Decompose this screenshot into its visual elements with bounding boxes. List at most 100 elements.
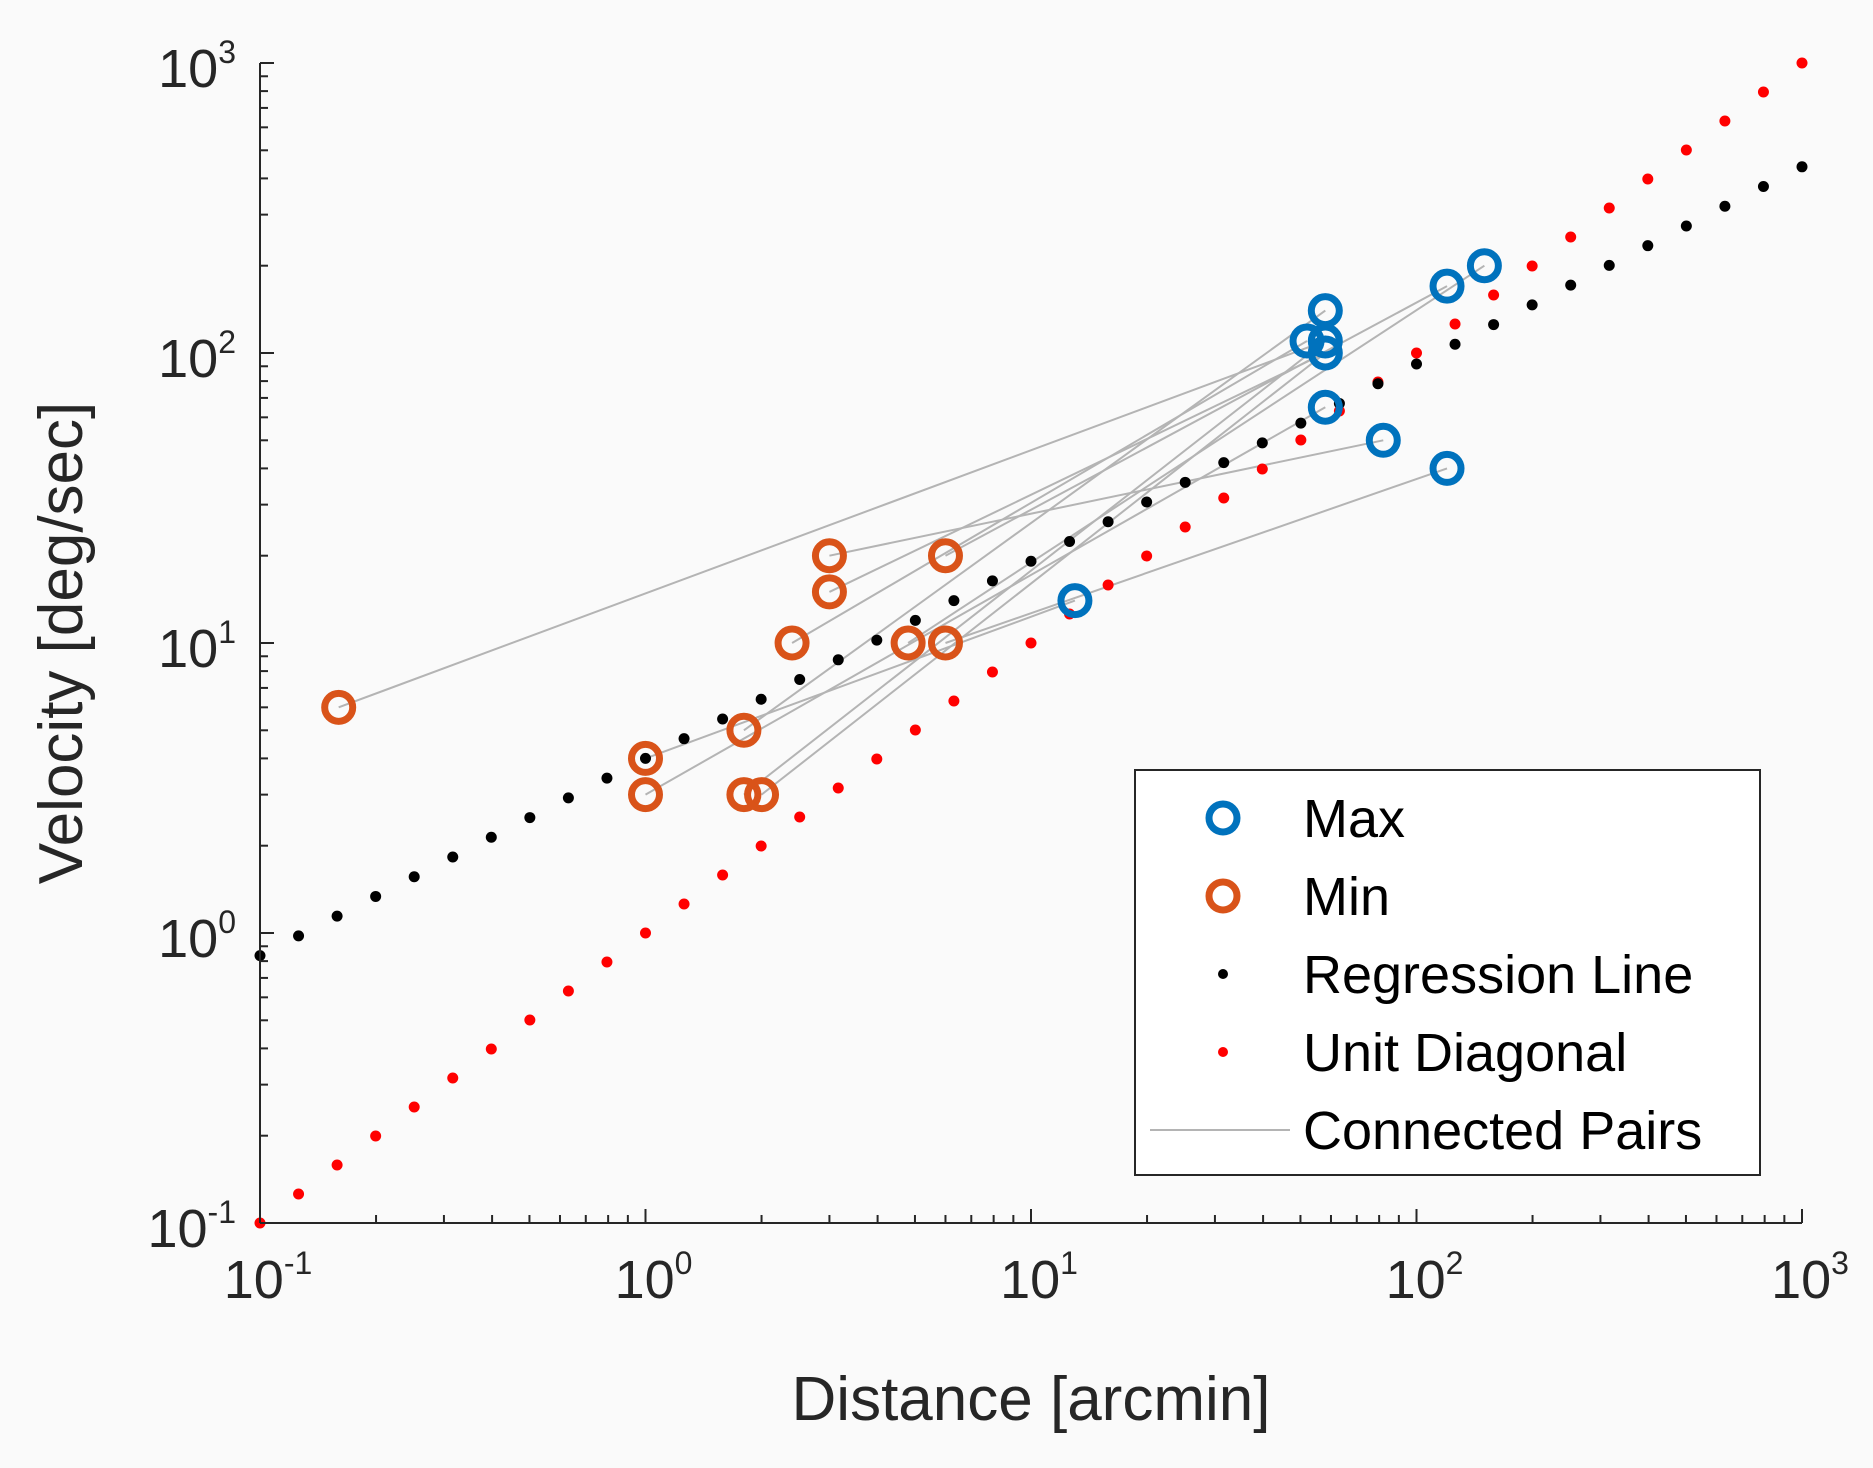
regression-dot <box>1025 555 1037 567</box>
min-point <box>811 538 847 574</box>
regression-dot <box>640 752 651 764</box>
min-point <box>726 712 762 748</box>
unit-diagonal-dot <box>1796 57 1808 69</box>
regression-dot <box>370 890 382 902</box>
legend-min-marker <box>1205 878 1241 914</box>
regression-dot <box>1757 181 1769 193</box>
x-tick-label: 100 <box>615 1245 693 1310</box>
regression-dot <box>1565 279 1577 291</box>
unit-diagonal-dot <box>447 1072 459 1084</box>
unit-diagonal-dot <box>1449 318 1461 330</box>
min-point <box>726 777 762 813</box>
min-point <box>811 574 847 610</box>
min-point <box>744 777 780 813</box>
min-point <box>321 689 357 725</box>
connected-pair-line <box>791 340 1308 644</box>
x-tick-label: 101 <box>1000 1245 1078 1310</box>
min-point <box>927 625 963 661</box>
regression-dot <box>408 871 420 883</box>
unit-diagonal-dot <box>794 811 806 823</box>
connected-pair-line <box>828 352 1326 593</box>
unit-diagonal-dot <box>871 753 883 765</box>
regression-dot <box>601 772 613 784</box>
y-tick-label: 100 <box>158 904 236 969</box>
legend-max-label: Max <box>1303 789 1405 849</box>
regression-dot <box>485 831 497 843</box>
regression-dot <box>871 634 883 646</box>
x-tick-label: 102 <box>1386 1245 1464 1310</box>
unit-diagonal-dot <box>601 956 613 968</box>
regression-dot <box>832 654 844 666</box>
regression-dot <box>1218 457 1230 469</box>
unit-diagonal-dot <box>485 1043 497 1055</box>
regression-dot <box>1179 476 1191 488</box>
legend-regression-label: Regression Line <box>1303 945 1693 1005</box>
regression-dot <box>1719 200 1731 212</box>
unit-diagonal-dot <box>1025 637 1037 649</box>
unit-diagonal-dot <box>1488 289 1500 301</box>
y-tick-label: 101 <box>158 614 236 679</box>
x-tick-label: 103 <box>1771 1245 1849 1310</box>
regression-dot <box>986 575 998 587</box>
regression-dot <box>331 910 343 922</box>
regression-dot <box>447 851 459 863</box>
unit-diagonal-dot <box>1141 550 1153 562</box>
regression-dot <box>717 713 729 725</box>
max-point <box>1307 389 1343 425</box>
connected-pair-line <box>907 264 1485 644</box>
legend-unit-diagonal-label: Unit Diagonal <box>1303 1023 1627 1083</box>
unit-diagonal-dot <box>1757 86 1769 98</box>
min-point <box>890 625 926 661</box>
connected-pair-line <box>338 340 1326 709</box>
min-points-layer <box>321 538 963 813</box>
unit-diagonal-dot <box>1642 173 1654 185</box>
legend-unit-diagonal-marker <box>1218 1047 1228 1057</box>
unit-diagonal-dot <box>948 695 960 707</box>
max-points-layer <box>1057 248 1502 619</box>
regression-dot <box>755 693 767 705</box>
unit-diagonal-dot <box>909 724 921 736</box>
regression-dot <box>1603 259 1615 271</box>
unit-diagonal-dot <box>1680 144 1692 156</box>
max-point <box>1466 248 1502 284</box>
regression-dot <box>948 595 960 607</box>
unit-diagonal-dot <box>1218 492 1230 504</box>
max-point <box>1057 583 1093 619</box>
regression-dot <box>1411 358 1422 370</box>
unit-diagonal-dot <box>1256 463 1268 475</box>
unit-diagonal-dot <box>1295 434 1307 446</box>
unit-diagonal-dot <box>293 1188 305 1200</box>
regression-dot <box>1102 516 1114 528</box>
regression-dot <box>678 733 690 745</box>
x-axis-title: Distance [arcmin] <box>792 1365 1271 1434</box>
legend-box <box>1134 769 1761 1176</box>
connected-pair-line <box>645 599 1076 760</box>
unit-diagonal-dot <box>678 898 690 910</box>
unit-diagonal-dot <box>331 1159 343 1171</box>
max-point <box>1429 450 1465 486</box>
unit-diagonal-dot <box>1179 521 1191 533</box>
y-ticks: 10-1 100 101 102 103 <box>147 34 274 1259</box>
unit-diagonal-dot <box>1411 347 1422 359</box>
connected-pair-line <box>945 467 1448 644</box>
connected-pair-line <box>945 285 1448 557</box>
max-point <box>1307 335 1343 371</box>
max-point <box>1429 268 1465 304</box>
max-point <box>1365 422 1401 458</box>
regression-dot <box>1295 417 1307 429</box>
unit-diagonal-dot <box>524 1014 536 1026</box>
y-tick-label: 102 <box>158 324 236 389</box>
y-axis-title: Velocity [deg/sec] <box>27 402 96 885</box>
regression-dot <box>1488 319 1500 331</box>
legend-regression-marker <box>1218 969 1228 979</box>
connected-pair-line <box>829 439 1384 557</box>
min-point <box>927 538 963 574</box>
legend-min-label: Min <box>1303 867 1390 927</box>
connected-pair-line <box>743 340 1326 796</box>
unit-diagonal-dot <box>408 1101 420 1113</box>
unit-diagonal-dot <box>1102 579 1114 591</box>
regression-dot <box>1256 437 1268 449</box>
regression-dot <box>524 812 536 824</box>
regression-dot <box>1642 240 1654 252</box>
